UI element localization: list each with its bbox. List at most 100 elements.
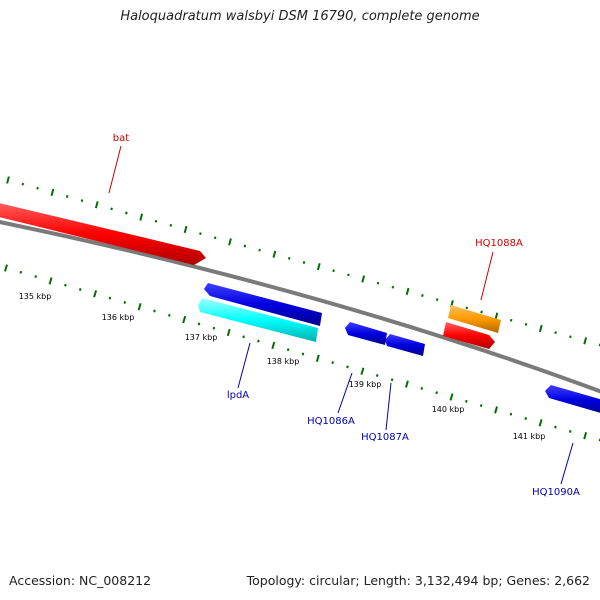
tick-mark [347,273,350,277]
tick-mark [538,324,543,333]
gene-label-HQ1087A[interactable]: HQ1087A [361,432,409,443]
tick-mark [494,406,498,414]
tick-mark [182,315,187,324]
tick-mark [524,417,528,420]
tick-mark [286,348,290,352]
tick-mark [123,300,127,304]
leader-line-HQ1086A [337,372,353,414]
scale-label: 138 kbp [267,357,300,366]
tick-mark [226,328,231,337]
tick-mark [271,341,276,350]
tick-mark [302,261,306,264]
tick-mark [242,335,245,339]
gene-arrow-HQ1088A-red[interactable] [443,322,495,349]
tick-mark [4,264,8,272]
tick-mark [360,367,365,375]
tick-mark [6,176,10,184]
gene-arrow-HQ1088A[interactable] [448,305,501,333]
tick-mark [331,361,334,365]
tick-mark [435,391,438,395]
scale-label: 137 kbp [185,333,218,342]
gene-arrow-HQ1090A[interactable] [545,385,600,415]
scale-label: 141 kbp [513,432,546,441]
gene-arrow-lpdA[interactable] [204,283,322,326]
tick-mark [538,419,543,427]
gene-arrow-HQ1086A[interactable] [345,322,387,345]
leader-line-HQ1090A [560,442,574,485]
tick-mark [199,232,202,236]
tick-mark [435,298,439,302]
tick-mark [390,378,394,382]
map-title: Haloquadratum walsbyi DSM 16790, complet… [120,9,480,24]
tick-mark [110,207,113,211]
tick-mark [405,380,409,388]
gene-label-bat[interactable]: bat [113,133,129,144]
tick-mark [449,393,454,401]
tick-mark [479,404,483,408]
tick-mark [346,365,349,369]
gene-arrow-bat[interactable] [0,202,206,265]
tick-mark [137,303,142,311]
tick-mark [153,309,156,313]
gene-label-HQ1088A[interactable]: HQ1088A [475,238,523,249]
forward-strand-ticks [6,176,600,347]
tick-mark [509,318,513,322]
leader-line-lpdA [237,342,251,389]
leader-line-HQ1088A [480,251,494,301]
genome-summary: Topology: circular; Length: 3,132,494 bp… [246,573,590,588]
tick-mark [197,322,201,326]
tick-mark [332,269,335,273]
reverse-strand-ticks [4,264,600,442]
scale-label: 139 kbp [349,380,382,389]
gene-label-lpdA[interactable]: lpdA [227,390,249,401]
tick-mark [391,285,395,289]
tick-mark [212,326,216,330]
tick-mark [421,294,424,297]
gene-label-HQ1086A[interactable]: HQ1086A [307,416,355,427]
tick-mark [108,296,112,300]
tick-mark [36,186,39,190]
tick-mark [94,201,99,209]
tick-mark [169,223,173,227]
tick-mark [376,281,380,285]
genome-backbone [0,220,600,394]
gene-label-HQ1090A[interactable]: HQ1090A [532,487,580,498]
tick-mark [19,270,23,274]
tick-mark [301,352,305,356]
tick-mark [361,275,366,283]
tick-mark [34,275,37,279]
scale-labels: 135 kbp 136 kbp 137 kbp 138 kbp 139 kbp 140 k… [19,292,546,441]
tick-mark [228,238,232,246]
tick-mark [168,313,171,317]
scale-label: 140 kbp [432,405,465,414]
tick-mark [480,310,483,314]
tick-mark [154,219,158,223]
tick-mark [80,199,84,203]
tick-mark [524,322,528,326]
tick-mark [494,312,499,320]
tick-mark [213,236,217,240]
leader-line-bat [108,145,122,194]
tick-mark [315,354,320,362]
tick-mark [183,225,188,234]
gene-labels: bat HQ1088A lpdA HQ1086A HQ1087A HQ1090A [108,133,580,498]
tick-mark [465,306,469,310]
accession-text: Accession: NC_008212 [9,573,152,588]
tick-mark [554,331,557,335]
tick-mark [420,386,424,390]
tick-mark [272,250,277,258]
tick-mark [257,339,260,343]
tick-mark [93,290,98,298]
tick-mark [65,195,69,198]
tick-mark [375,374,379,377]
tick-mark [78,288,82,291]
scale-label: 136 kbp [102,313,135,322]
tick-mark [287,256,291,260]
genes [0,202,600,415]
gene-arrow-HQ1087A[interactable] [385,334,425,356]
tick-mark [569,429,572,433]
tick-mark [583,337,588,345]
gene-arrow-lpdA-cyan[interactable] [198,298,318,342]
